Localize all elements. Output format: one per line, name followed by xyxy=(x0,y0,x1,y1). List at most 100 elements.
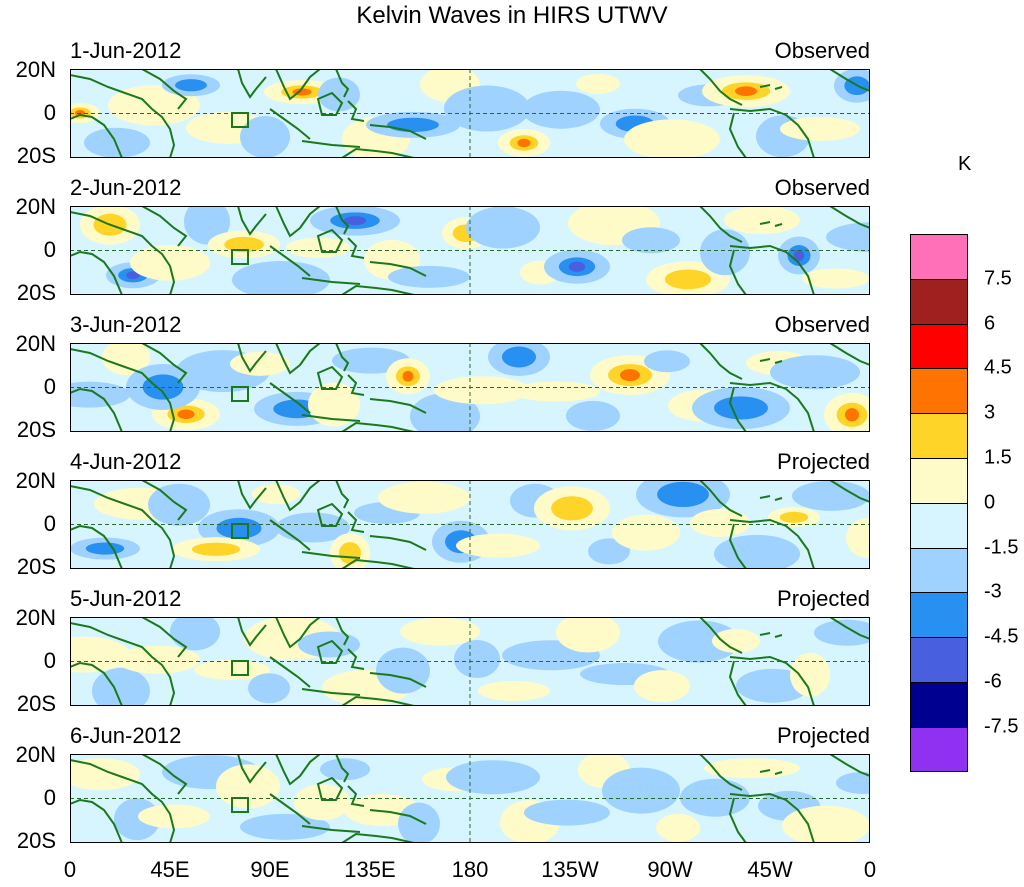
colorbar-swatch xyxy=(910,592,968,638)
coastline xyxy=(369,124,427,140)
coastline xyxy=(70,113,123,158)
anomaly-map xyxy=(70,754,870,843)
coastline xyxy=(728,112,747,158)
coastline xyxy=(699,206,743,243)
anomaly-map xyxy=(70,343,870,432)
colorbar-label: 6 xyxy=(984,312,996,335)
longitude-label: 135E xyxy=(344,857,396,882)
coastline xyxy=(316,639,344,664)
strong-cool-anomaly xyxy=(568,261,586,272)
coastline xyxy=(774,223,783,227)
coastline xyxy=(70,622,176,706)
coastline xyxy=(774,86,783,90)
coastline xyxy=(728,249,747,295)
coastline xyxy=(70,74,176,158)
colorbar-swatch xyxy=(910,502,968,548)
coastline xyxy=(275,754,321,786)
cool-anomaly xyxy=(376,647,430,694)
cool-anomaly xyxy=(658,620,740,663)
panel-date: 6-Jun-2012 xyxy=(70,723,182,748)
colorbar-swatch xyxy=(910,547,968,593)
coastline xyxy=(829,206,870,229)
coastline xyxy=(335,206,350,235)
coastline xyxy=(70,661,123,706)
warm-anomaly xyxy=(624,119,720,158)
coastline xyxy=(335,480,350,509)
cool-anomaly-core xyxy=(216,517,262,539)
cool-anomaly-core xyxy=(387,117,439,133)
warm-anomaly xyxy=(70,758,140,791)
map-panel xyxy=(70,754,870,843)
coastline xyxy=(237,754,267,784)
cool-anomaly-core xyxy=(501,346,537,368)
coastline xyxy=(70,348,176,432)
cool-anomaly xyxy=(232,260,330,295)
panel-status: Projected xyxy=(777,449,870,474)
coastline xyxy=(759,495,771,499)
longitude-label: 135W xyxy=(541,857,599,882)
coastline xyxy=(237,206,267,236)
coastline xyxy=(70,524,123,569)
coastline xyxy=(335,69,350,98)
latitude-label: 20S xyxy=(16,828,56,853)
colorbar-swatch xyxy=(910,413,968,458)
coastline xyxy=(231,523,249,539)
warm-anomaly-core xyxy=(664,269,712,290)
coastline xyxy=(141,343,188,384)
latitude-label: 20N xyxy=(15,194,56,219)
panel-date: 2-Jun-2012 xyxy=(70,175,182,200)
coastline xyxy=(759,769,771,773)
colorbar-label: -1.5 xyxy=(984,536,1019,559)
coastline xyxy=(301,825,361,833)
latitude-label: 20S xyxy=(16,691,56,716)
coastline xyxy=(759,358,771,362)
coastline xyxy=(369,261,427,277)
strong-cool-anomaly xyxy=(793,249,805,262)
longitude-label: 45E xyxy=(150,857,190,882)
coastline xyxy=(729,518,815,569)
coastline xyxy=(369,809,427,825)
warm-anomaly xyxy=(138,804,210,829)
coastline xyxy=(70,798,123,843)
cool-anomaly xyxy=(70,381,130,408)
coastline xyxy=(699,480,743,517)
cool-anomaly xyxy=(388,265,470,288)
coastline xyxy=(301,277,361,285)
colorbar-label: 3 xyxy=(984,401,996,424)
coastline xyxy=(301,414,361,422)
warm-anomaly xyxy=(846,517,870,558)
cool-anomaly xyxy=(792,480,870,511)
coastline xyxy=(301,688,361,696)
cool-anomaly xyxy=(446,760,540,795)
warm-anomaly-core xyxy=(224,236,264,253)
coastline xyxy=(70,485,176,569)
coastline xyxy=(275,617,321,649)
coastline xyxy=(301,551,361,559)
strong-warm-anomaly xyxy=(517,138,531,148)
anomaly-map xyxy=(70,480,870,569)
coastline xyxy=(237,343,267,373)
coastline xyxy=(729,107,815,158)
warm-anomaly xyxy=(712,628,760,653)
colorbar-swatch xyxy=(910,234,968,279)
latitude-label: 0 xyxy=(43,511,56,536)
colorbar-label: 0 xyxy=(984,491,996,514)
coastline xyxy=(729,244,815,295)
cool-anomaly xyxy=(240,813,330,840)
coastline xyxy=(70,250,123,295)
coastline xyxy=(729,381,815,432)
cool-anomaly xyxy=(622,227,680,254)
map-panel xyxy=(70,617,870,706)
cool-anomaly xyxy=(298,631,360,658)
panel-date: 3-Jun-2012 xyxy=(70,312,182,337)
warm-anomaly xyxy=(130,244,210,281)
cool-anomaly xyxy=(522,90,600,129)
latitude-label: 0 xyxy=(43,100,56,125)
warm-anomaly xyxy=(286,237,350,258)
colorbar-units: K xyxy=(958,153,972,175)
cool-anomaly-core xyxy=(175,79,207,92)
strong-warm-anomaly xyxy=(402,370,414,382)
strong-warm-anomaly xyxy=(620,369,640,382)
warm-anomaly xyxy=(634,670,690,703)
colorbar-swatch xyxy=(910,637,968,682)
